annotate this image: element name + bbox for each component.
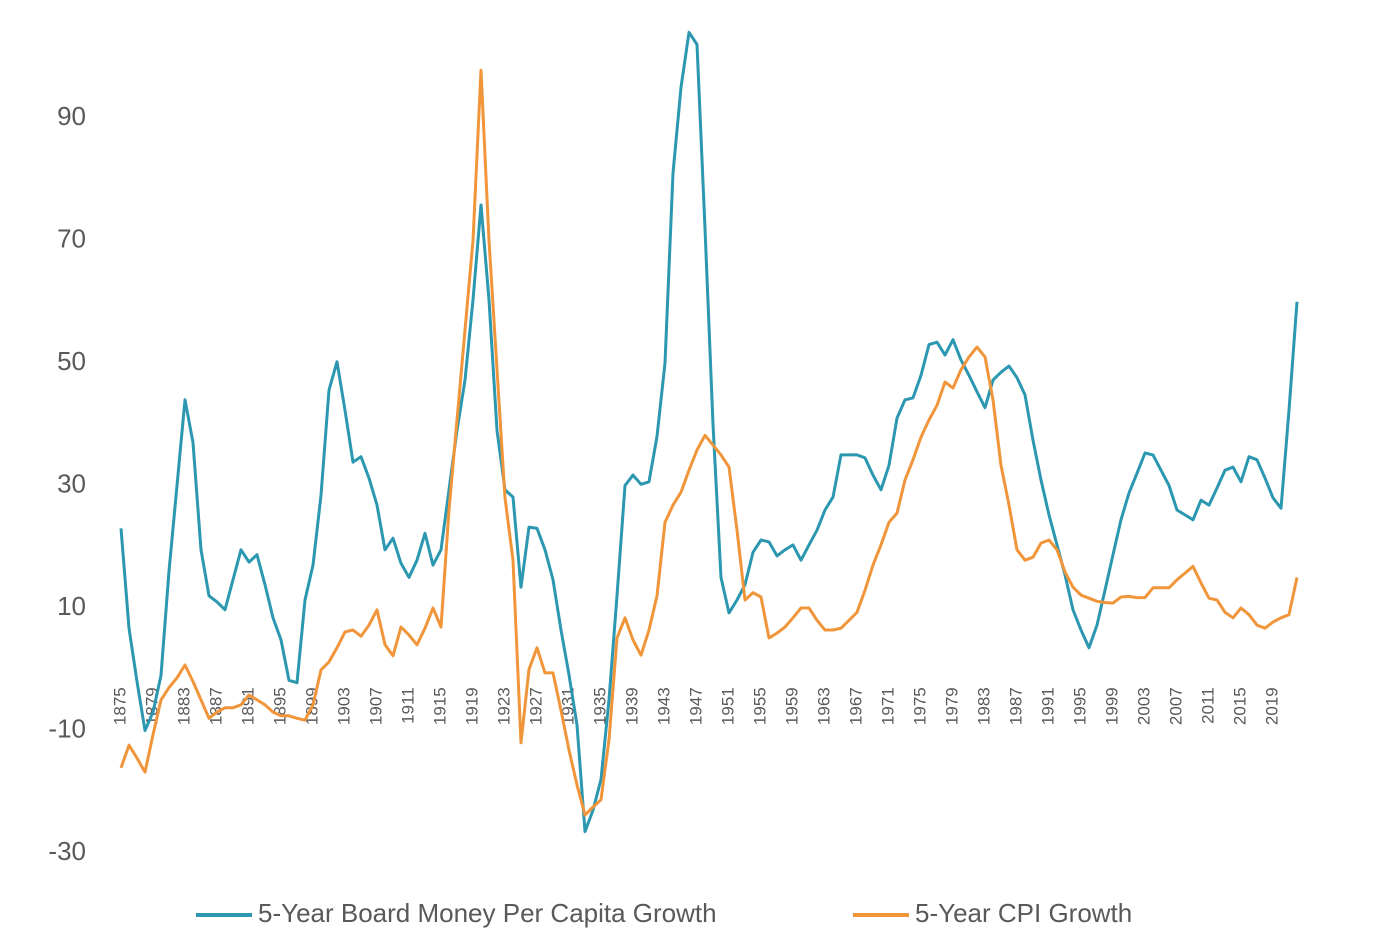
y-tick-label: 10 — [57, 591, 86, 621]
x-tick-label: 1903 — [334, 687, 353, 725]
x-tick-label: 2019 — [1262, 687, 1281, 725]
x-tick-label: 1915 — [430, 687, 449, 725]
x-tick-label: 1959 — [782, 687, 801, 725]
x-tick-label: 1999 — [1102, 687, 1121, 725]
x-tick-label: 1951 — [718, 687, 737, 725]
x-tick-label: 1943 — [654, 687, 673, 725]
x-tick-label: 1927 — [526, 687, 545, 725]
x-tick-label: 1923 — [494, 687, 513, 725]
y-tick-label: -30 — [48, 836, 86, 866]
x-tick-label: 1971 — [878, 687, 897, 725]
x-tick-label: 1983 — [974, 687, 993, 725]
x-tick-label: 1947 — [686, 687, 705, 725]
series-line — [119, 30, 1299, 834]
x-tick-label: 2003 — [1134, 687, 1153, 725]
x-tick-label: 1895 — [270, 687, 289, 725]
x-tick-label: 1935 — [590, 687, 609, 725]
y-tick-label: -10 — [48, 713, 86, 743]
x-tick-label: 1991 — [1038, 687, 1057, 725]
x-tick-label: 2007 — [1166, 687, 1185, 725]
x-tick-label: 1955 — [750, 687, 769, 725]
x-tick-label: 1907 — [366, 687, 385, 725]
x-tick-label: 1919 — [462, 687, 481, 725]
x-tick-label: 1987 — [1006, 687, 1025, 725]
x-tick-label: 1975 — [910, 687, 929, 725]
x-tick-label: 2015 — [1230, 687, 1249, 725]
x-tick-label: 1911 — [398, 687, 417, 724]
x-tick-label: 1995 — [1070, 687, 1089, 725]
y-tick-label: 90 — [57, 101, 86, 131]
x-tick-label: 1967 — [846, 687, 865, 725]
y-tick-label: 50 — [57, 346, 86, 376]
x-tick-label: 2011 — [1198, 687, 1217, 724]
series-line — [119, 68, 1299, 817]
y-tick-label: 70 — [57, 223, 86, 253]
x-tick-label: 1939 — [622, 687, 641, 725]
legend-label: 5-Year Board Money Per Capita Growth — [258, 898, 717, 928]
x-tick-label: 1875 — [110, 687, 129, 725]
x-tick-label: 1963 — [814, 687, 833, 725]
x-tick-label: 1979 — [942, 687, 961, 725]
x-tick-label: 1883 — [174, 687, 193, 725]
legend-label: 5-Year CPI Growth — [915, 898, 1132, 928]
y-tick-label: 30 — [57, 468, 86, 498]
